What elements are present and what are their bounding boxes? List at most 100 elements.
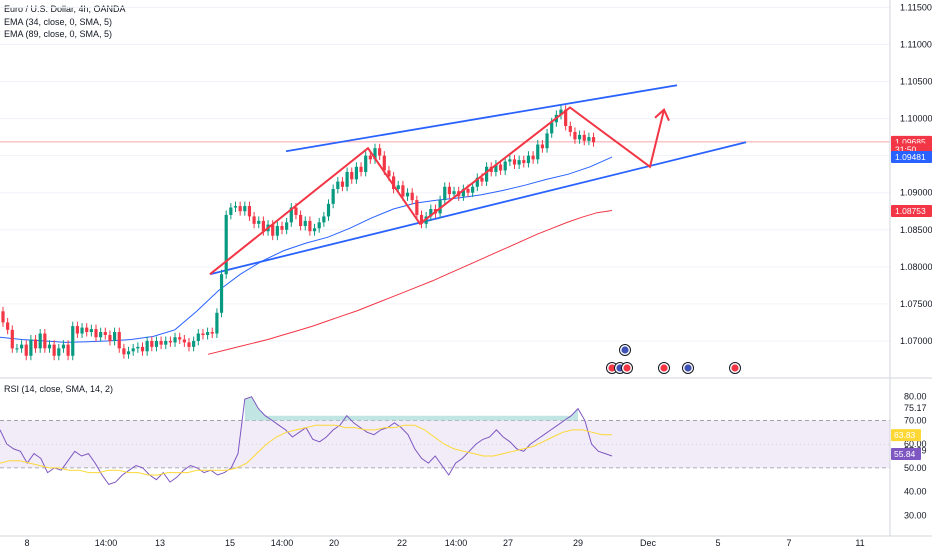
candle	[80, 327, 84, 334]
candle	[52, 344, 56, 356]
candle	[396, 185, 400, 189]
candle	[29, 339, 33, 356]
candle	[206, 332, 210, 336]
candle	[326, 203, 331, 217]
candle	[75, 326, 79, 334]
candle	[559, 109, 563, 115]
price-tag-label: 1.08753	[895, 206, 926, 216]
candle	[312, 228, 317, 232]
candle	[47, 344, 52, 349]
candle	[494, 164, 498, 172]
candle	[294, 207, 298, 215]
event-flag-dot	[684, 364, 692, 372]
candle	[215, 312, 219, 334]
candle	[531, 155, 535, 160]
channel-lower-line	[209, 141, 747, 276]
candle	[145, 340, 149, 352]
zigzag-pattern-line	[209, 106, 665, 275]
candle	[233, 206, 238, 208]
time-tick-label: 14:00	[271, 538, 294, 548]
candle	[368, 155, 372, 160]
candle	[526, 155, 531, 164]
candle	[243, 206, 247, 212]
candle	[480, 177, 484, 182]
candle	[257, 220, 261, 224]
time-tick-label: Dec	[640, 538, 657, 548]
time-tick-label: 14:00	[95, 538, 118, 548]
event-flag-dot	[621, 346, 629, 354]
candle	[587, 137, 591, 141]
candle	[485, 166, 489, 182]
candle	[303, 220, 307, 227]
candle	[475, 177, 479, 187]
candle	[280, 226, 284, 230]
candle	[373, 148, 377, 160]
price-tick-label: 1.10000	[900, 114, 932, 124]
legend-symbol: Euro / U.S. Dollar, 4h, OANDA	[4, 4, 126, 14]
candle	[20, 344, 24, 349]
candle	[415, 200, 419, 215]
candle	[85, 327, 89, 333]
candle	[89, 329, 93, 333]
candle	[108, 335, 112, 341]
pattern-lines	[209, 106, 670, 275]
time-tick-label: 27	[503, 538, 513, 548]
candle	[159, 340, 163, 345]
candle	[317, 222, 321, 229]
candle	[103, 332, 107, 336]
candle	[140, 346, 145, 352]
price-tag	[891, 205, 932, 218]
candle	[578, 134, 582, 140]
candle	[405, 192, 410, 197]
time-tick-label: 11	[855, 538, 864, 548]
candle	[229, 207, 233, 215]
candle	[131, 348, 135, 352]
candle	[271, 224, 275, 236]
price-tag-label: 31:50	[895, 144, 917, 154]
price-tick-label: 1.07000	[900, 336, 932, 346]
candle	[6, 322, 10, 330]
rsi-pane	[0, 396, 890, 485]
rsi-tag	[891, 448, 921, 461]
candle	[113, 332, 117, 341]
candle	[196, 333, 200, 341]
candle	[568, 126, 572, 132]
candle	[178, 337, 182, 340]
candle	[38, 333, 42, 349]
candle	[522, 160, 526, 164]
rsi-ma-line	[0, 424, 612, 476]
candle	[238, 206, 242, 212]
rsi-tick-label: 60.00	[904, 439, 927, 449]
candle	[354, 166, 358, 180]
candle	[517, 160, 521, 165]
candle	[154, 340, 159, 347]
event-flag-dot	[623, 364, 631, 372]
time-tick-label: 5	[715, 538, 720, 548]
price-tick-label: 1.08000	[900, 262, 932, 272]
channel-upper-line	[285, 84, 678, 153]
rsi-tag-label: 55.84	[894, 449, 916, 459]
candle	[164, 340, 168, 345]
candle	[182, 339, 186, 343]
candle	[71, 326, 75, 356]
candle	[550, 122, 554, 134]
candle	[331, 189, 335, 204]
candle	[378, 148, 382, 156]
candle	[187, 342, 191, 347]
candle	[261, 220, 265, 232]
candle	[15, 348, 19, 350]
candle	[392, 176, 396, 189]
price-grid	[0, 6, 890, 342]
candle	[438, 200, 442, 214]
candle	[429, 209, 433, 217]
arrow-head	[654, 108, 670, 122]
candle	[126, 351, 131, 355]
candle	[24, 344, 28, 356]
candle	[540, 144, 544, 149]
rsi-tick-label: 30.00	[904, 510, 927, 520]
candle	[117, 332, 121, 349]
price-tick-label: 1.11500	[900, 2, 932, 12]
candle	[345, 171, 349, 187]
